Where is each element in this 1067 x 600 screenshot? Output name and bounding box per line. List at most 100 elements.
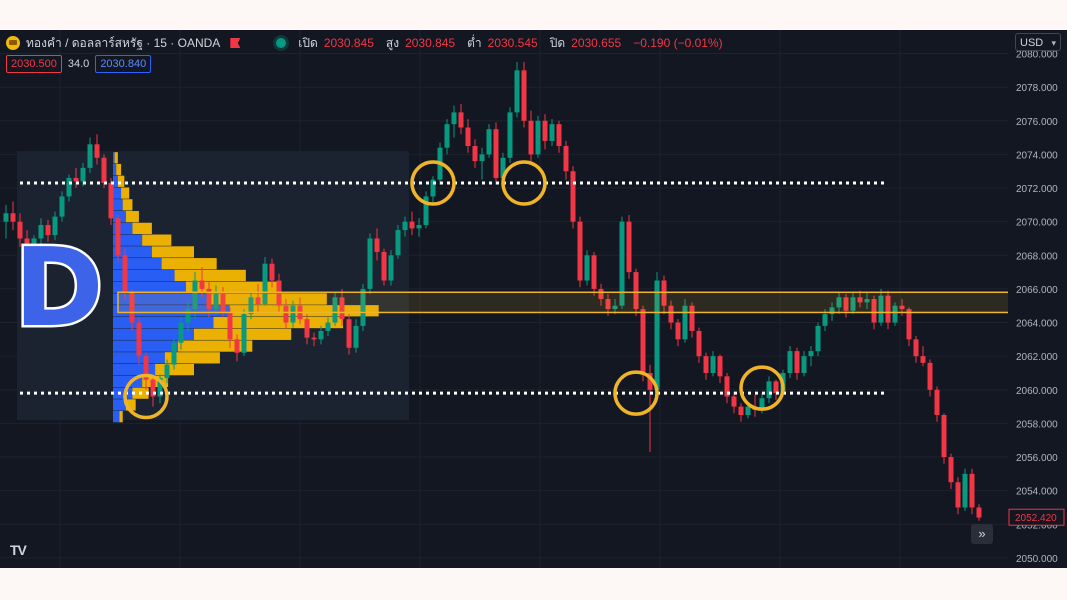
volume-profile-buy-bar xyxy=(113,234,143,246)
volume-profile-buy-bar xyxy=(113,340,178,352)
candle-body xyxy=(584,255,590,281)
price-axis-label: 2080.000 xyxy=(1016,50,1058,61)
price-axis-label: 2076.000 xyxy=(1016,117,1058,128)
volume-profile-sell-bar xyxy=(213,316,344,329)
volume-profile-buy-bar xyxy=(113,163,117,176)
volume-profile-sell-bar xyxy=(125,399,136,411)
volume-profile-buy-bar xyxy=(113,375,143,388)
candle-body xyxy=(591,255,597,289)
candle-body xyxy=(150,379,156,397)
volume-profile-sell-bar xyxy=(132,222,152,235)
price-axis-label: 2062.000 xyxy=(1016,352,1058,363)
volume-profile-buy-bar xyxy=(113,187,122,199)
tradingview-logo-icon[interactable]: TV xyxy=(10,542,27,558)
volume-profile-sell-bar xyxy=(122,199,133,211)
low-value: 2030.545 xyxy=(487,36,538,50)
candle-body xyxy=(766,381,772,399)
candle-body xyxy=(199,280,205,289)
candle-body xyxy=(87,144,93,168)
flag-icon[interactable] xyxy=(230,38,241,48)
candle-body xyxy=(178,322,184,343)
candle-body xyxy=(948,457,954,483)
price-chart[interactable]: 2050.000 2052.000 2054.000 2056.000 2058.000… xyxy=(0,30,1067,568)
candle-body xyxy=(815,325,821,352)
candle-body xyxy=(843,297,849,311)
volume-profile-sell-bar xyxy=(161,258,217,270)
candle-body xyxy=(941,415,947,458)
volume-profile-sell-bar xyxy=(164,352,220,364)
candle-body xyxy=(402,221,408,231)
candle-body xyxy=(969,473,975,508)
live-status-icon xyxy=(276,38,287,48)
candle-body xyxy=(535,120,541,155)
candle-body xyxy=(619,221,625,306)
double-chevron-right-icon: » xyxy=(978,526,986,541)
candle-body xyxy=(59,196,65,217)
candle-body xyxy=(892,305,898,323)
candle-body xyxy=(913,339,919,357)
candle-body xyxy=(479,154,485,162)
touch-circle xyxy=(123,373,169,420)
candle-body xyxy=(276,280,282,306)
volume-profile-sell-bar xyxy=(174,269,246,282)
candle-body xyxy=(255,297,261,305)
currency-select[interactable]: USD ▾ xyxy=(1015,33,1061,51)
volume-profile-buy-bar xyxy=(113,199,123,211)
symbol-title[interactable]: ทองคำ / ดอลลาร์สหรัฐ · 15 · OANDA xyxy=(26,35,221,50)
candle-body xyxy=(962,473,968,508)
candle-body xyxy=(472,146,478,162)
candle-body xyxy=(507,112,513,158)
candle-body xyxy=(94,144,100,158)
last-price-box xyxy=(1008,508,1065,526)
candle-body xyxy=(458,112,464,128)
candle-body xyxy=(773,381,779,394)
buy-button[interactable]: 2030.840 xyxy=(95,55,152,73)
candle-body xyxy=(563,146,569,172)
sell-button[interactable]: 2030.500 xyxy=(6,55,62,73)
candle-body xyxy=(171,342,177,365)
price-axis-label: 2072.000 xyxy=(1016,184,1058,195)
chart-panel[interactable]: 2050.000 2052.000 2054.000 2056.000 2058.000… xyxy=(0,30,1067,568)
candle-body xyxy=(745,406,751,416)
volume-profile-sell-bar xyxy=(142,234,172,246)
candle-body xyxy=(241,314,247,353)
candle-body xyxy=(381,251,387,281)
candle-body xyxy=(66,177,72,197)
candle-body xyxy=(528,120,534,155)
price-axis-label: 2074.000 xyxy=(1016,150,1058,161)
quote-row: 2030.500 34.0 2030.840 xyxy=(6,55,152,73)
candle-body xyxy=(577,221,583,281)
candle-body xyxy=(136,322,142,357)
candle-body xyxy=(500,157,506,178)
candle-body xyxy=(80,167,86,182)
candle-body xyxy=(738,406,744,416)
candle-body xyxy=(759,398,765,410)
volume-profile-sell-bar xyxy=(177,340,253,352)
candle-body xyxy=(731,396,737,407)
volume-profile-buy-bar xyxy=(113,175,118,187)
candle-body xyxy=(45,225,51,236)
candle-body xyxy=(220,293,226,313)
volume-profile-sell-bar xyxy=(117,175,125,187)
price-axis-label: 2056.000 xyxy=(1016,453,1058,464)
candle-body xyxy=(248,297,254,315)
close-value: 2030.655 xyxy=(571,36,622,50)
candle-body xyxy=(367,238,373,289)
candle-body xyxy=(262,263,268,305)
candle-body xyxy=(836,297,842,308)
high-label: สูง xyxy=(385,35,400,50)
candle-body xyxy=(360,288,366,326)
candle-body xyxy=(787,351,793,373)
candle-body xyxy=(808,351,814,357)
scroll-to-realtime-button[interactable]: » xyxy=(971,524,993,544)
candle-body xyxy=(73,177,79,182)
candle-body xyxy=(129,292,135,323)
price-axis-label: 2058.000 xyxy=(1016,419,1058,430)
candle-body xyxy=(318,330,324,340)
candle-body xyxy=(647,372,653,390)
candle-body xyxy=(794,351,800,373)
candle-body xyxy=(871,299,877,323)
candle-body xyxy=(514,70,520,113)
candle-body xyxy=(857,297,863,303)
candle-body xyxy=(185,309,191,323)
